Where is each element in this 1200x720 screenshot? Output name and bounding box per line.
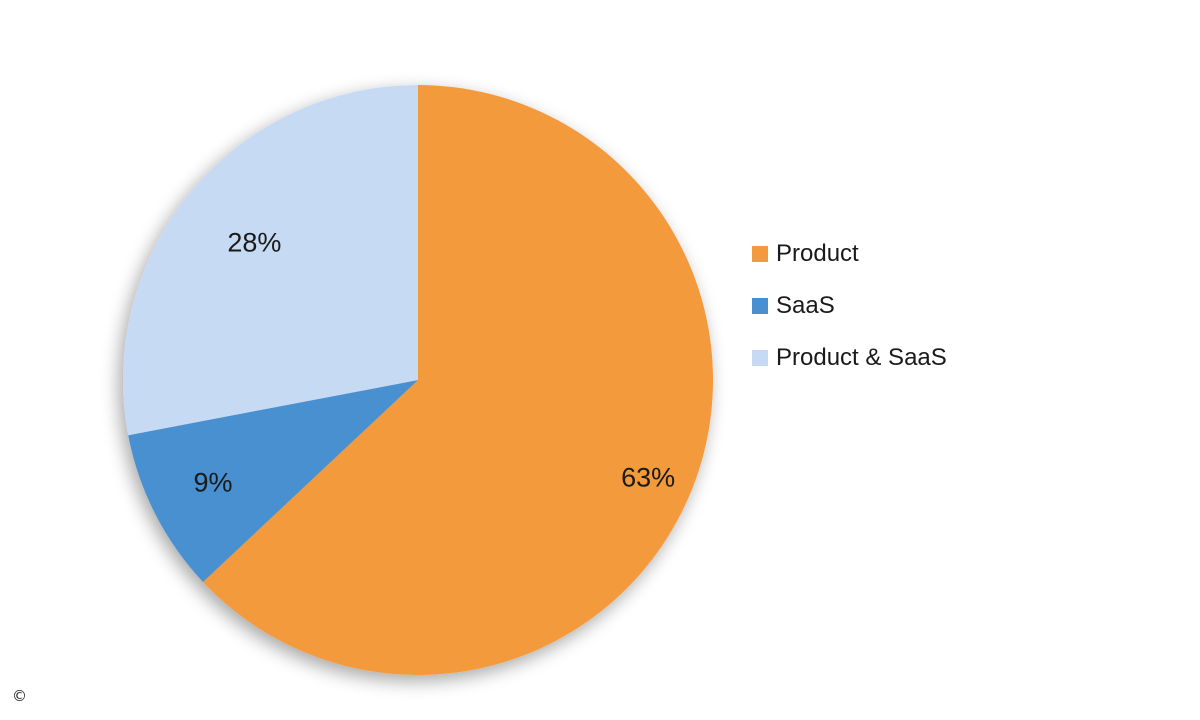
pie-label-saas: 9% xyxy=(193,468,232,498)
legend-item-product-saas: Product & SaaS xyxy=(752,332,1072,384)
legend: Product SaaS Product & SaaS xyxy=(752,228,1072,384)
pie-slice-saas xyxy=(128,380,418,582)
legend-swatch-product xyxy=(752,246,768,262)
legend-label-product-saas: Product & SaaS xyxy=(776,344,947,371)
pie-slices xyxy=(122,85,713,675)
legend-label-saas: SaaS xyxy=(776,292,835,319)
legend-swatch-saas xyxy=(752,298,768,314)
legend-swatch-product-saas xyxy=(752,350,768,366)
legend-label-product: Product xyxy=(776,240,859,267)
legend-item-saas: SaaS xyxy=(752,280,1072,332)
copyright-icon: © xyxy=(12,687,27,705)
pie-label-product: 63% xyxy=(621,463,675,493)
pie-slice-product-saas xyxy=(122,85,418,436)
pie-label-product-saas: 28% xyxy=(227,228,281,258)
legend-item-product: Product xyxy=(752,228,1072,280)
pie-labels: 63% 9% 28% xyxy=(193,228,675,498)
pie-slice-product xyxy=(202,85,713,675)
